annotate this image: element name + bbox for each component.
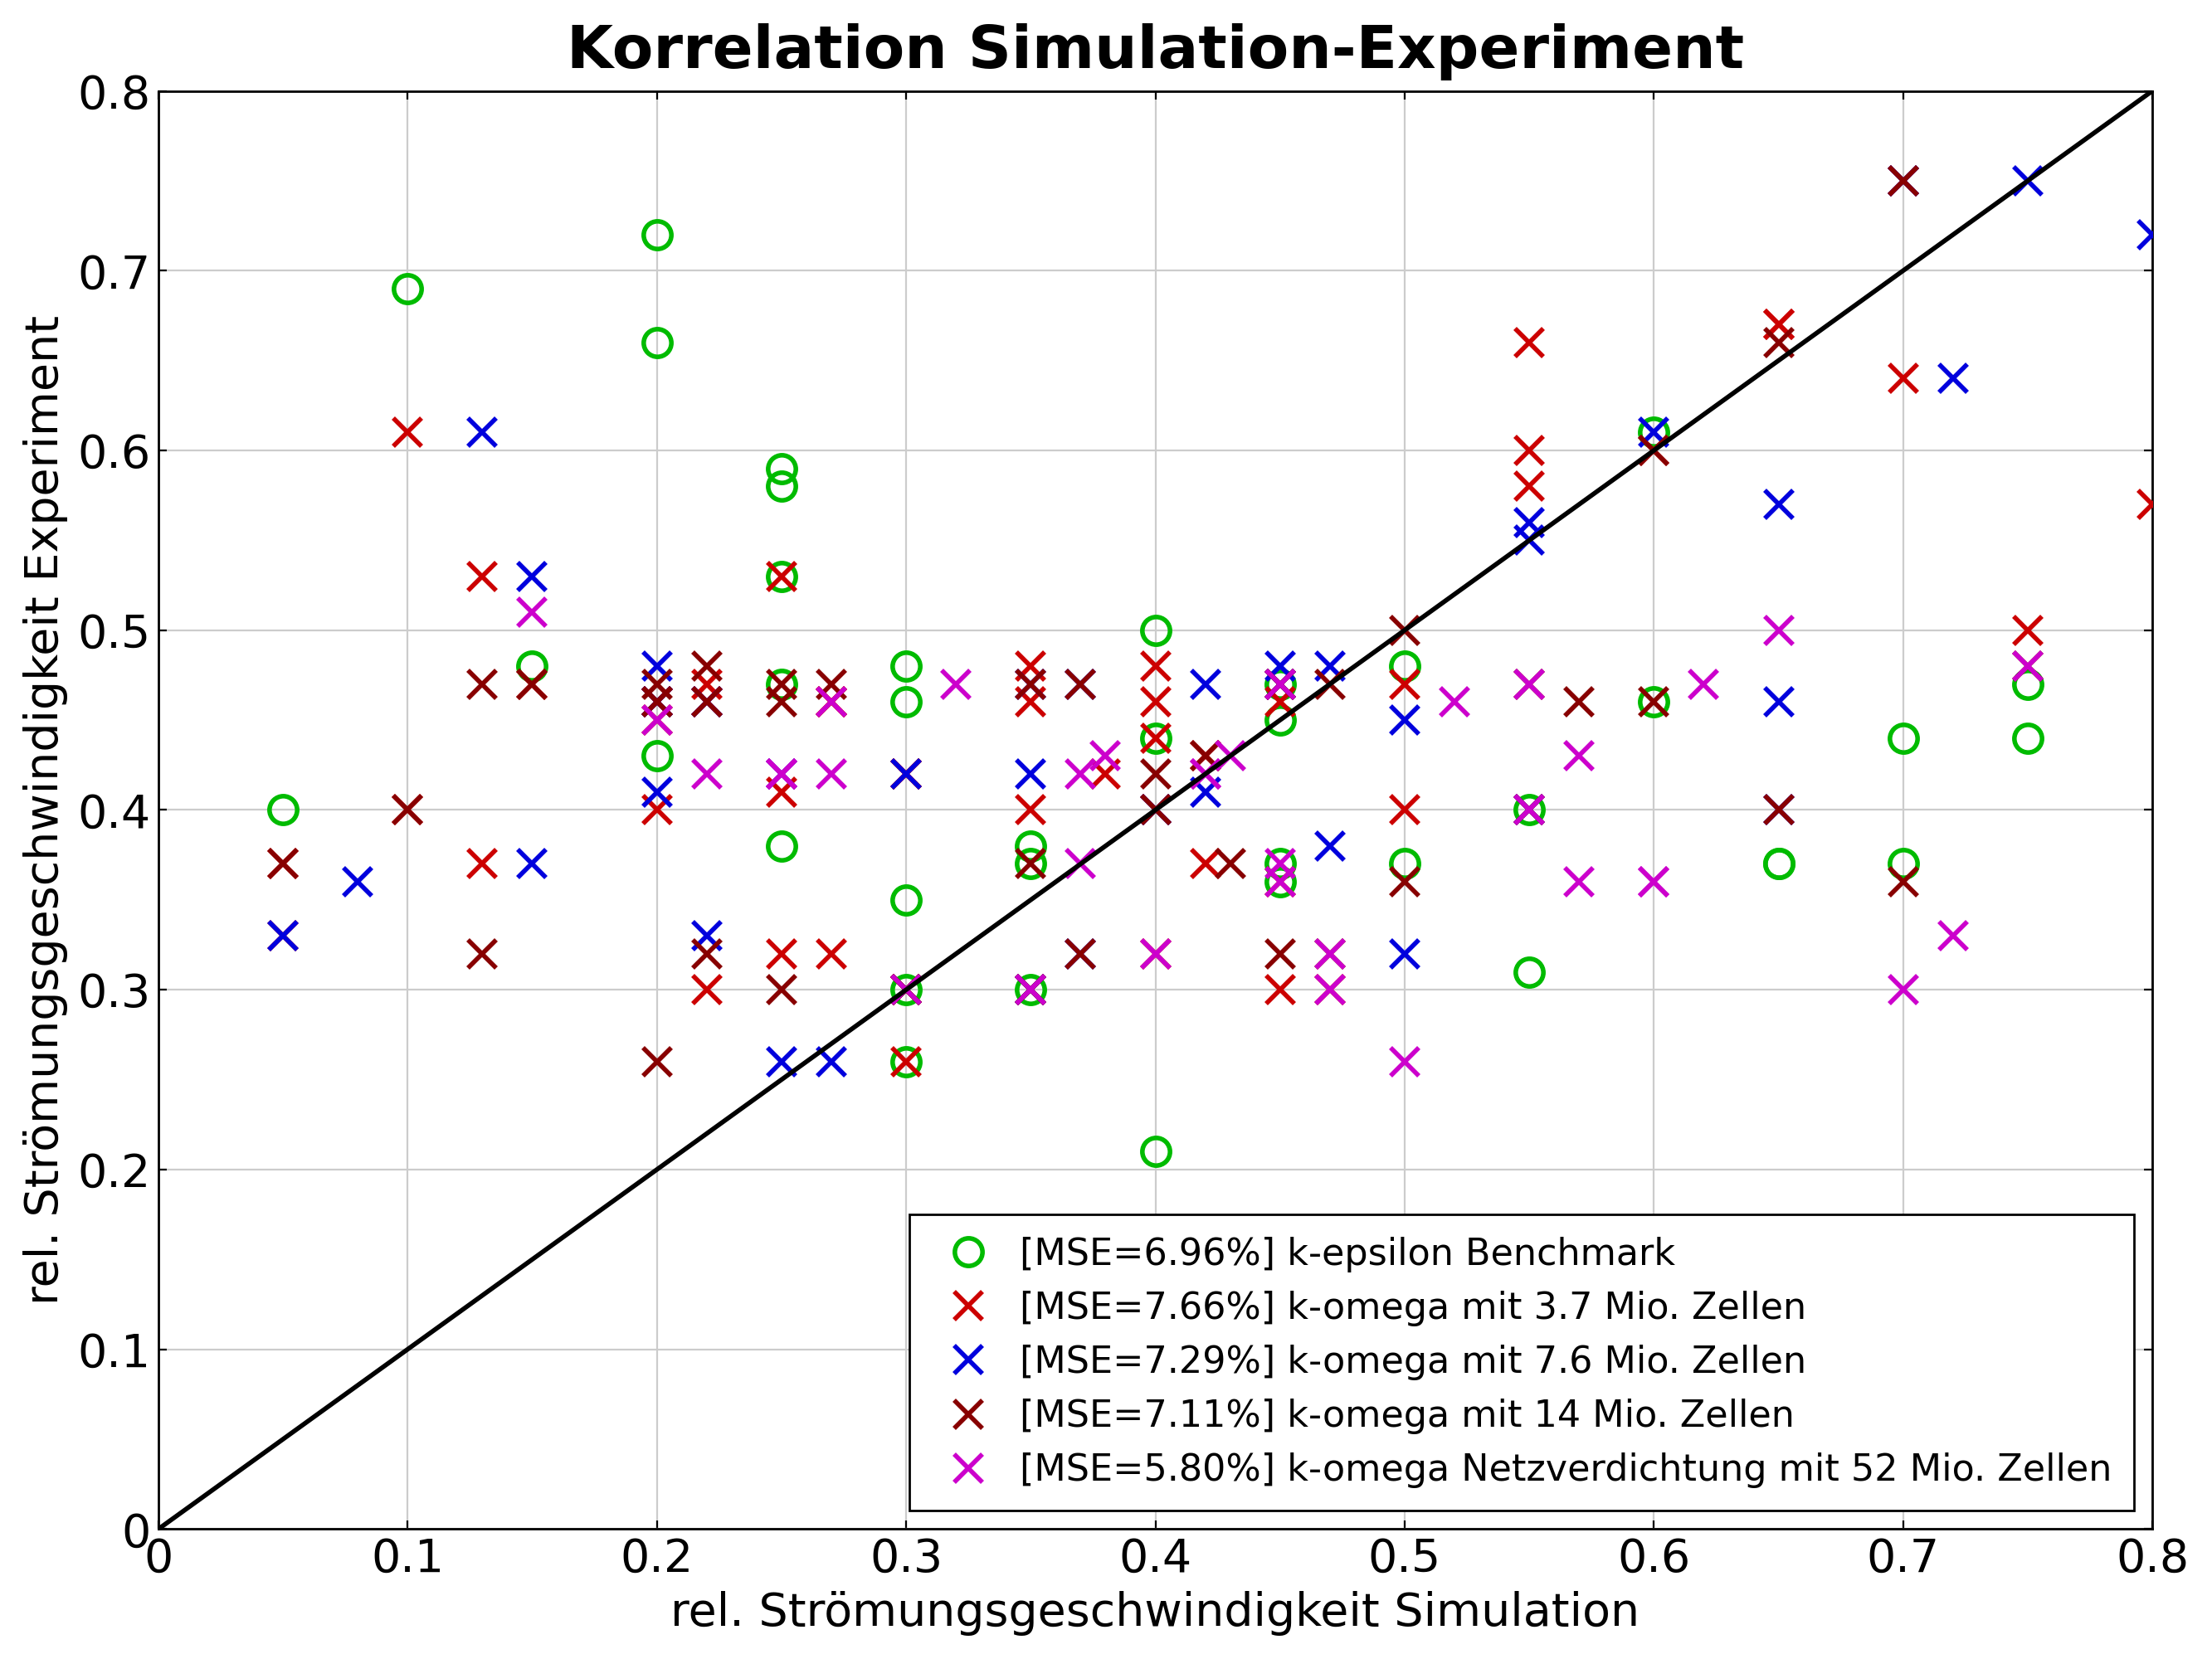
Y-axis label: rel. Strömungsgeschwindigkeit Experiment: rel. Strömungsgeschwindigkeit Experiment: [22, 315, 69, 1306]
Title: Korrelation Simulation-Experiment: Korrelation Simulation-Experiment: [566, 23, 1743, 80]
Legend: [MSE=6.96%] k-epsilon Benchmark, [MSE=7.66%] k-omega mit 3.7 Mio. Zellen, [MSE=7: [MSE=6.96%] k-epsilon Benchmark, [MSE=7.…: [909, 1214, 2135, 1511]
X-axis label: rel. Strömungsgeschwindigkeit Simulation: rel. Strömungsgeschwindigkeit Simulation: [670, 1591, 1639, 1636]
